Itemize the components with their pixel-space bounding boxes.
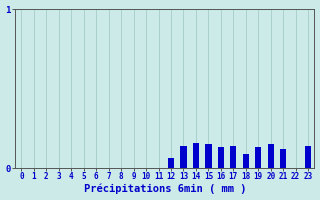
- Bar: [218, 147, 224, 168]
- X-axis label: Précipitations 6min ( mm ): Précipitations 6min ( mm ): [84, 184, 246, 194]
- Bar: [255, 147, 261, 168]
- Bar: [168, 158, 174, 168]
- Bar: [193, 143, 199, 168]
- Bar: [243, 154, 249, 168]
- Bar: [268, 144, 274, 168]
- Bar: [205, 144, 212, 168]
- Bar: [180, 146, 187, 168]
- Bar: [280, 149, 286, 168]
- Bar: [230, 146, 236, 168]
- Bar: [305, 146, 311, 168]
